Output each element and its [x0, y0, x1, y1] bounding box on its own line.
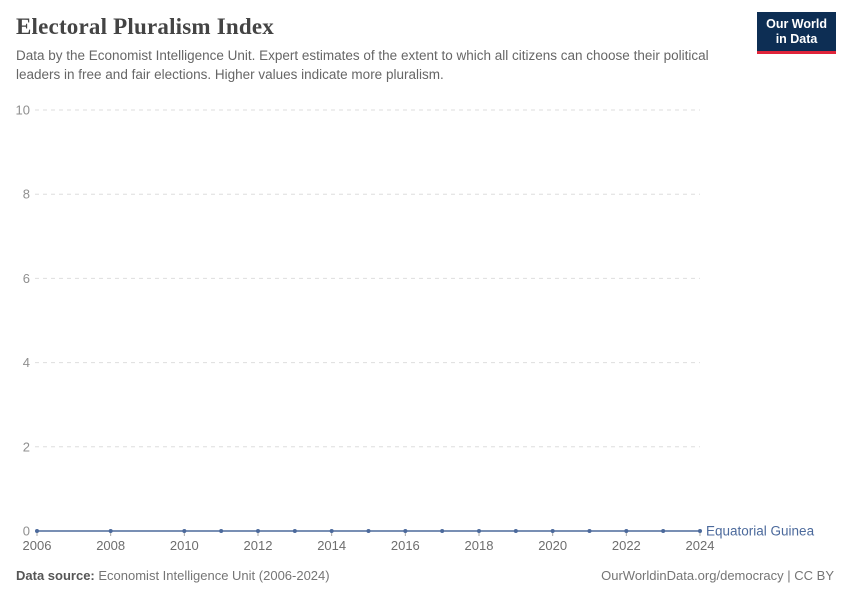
- data-source-label: Data source:: [16, 568, 95, 583]
- license-link[interactable]: OurWorldinData.org/democracy | CC BY: [601, 568, 834, 583]
- x-axis-tick-label: 2016: [391, 538, 420, 553]
- chart-title: Electoral Pluralism Index: [16, 14, 274, 39]
- data-point-marker[interactable]: [182, 529, 187, 533]
- data-point-marker[interactable]: [256, 529, 260, 533]
- data-point-marker[interactable]: [513, 529, 518, 533]
- entity-label[interactable]: Equatorial Guinea: [706, 524, 815, 539]
- data-source-value: Economist Intelligence Unit (2006-2024): [94, 568, 330, 583]
- line-chart-canvas[interactable]: 0 2 4 6 8 10 2006 2008 2010 2012 2014 2016 2018 2020 2…: [0, 100, 850, 566]
- x-axis-tick-label: 2024: [686, 538, 715, 553]
- chart-subtitle: Data by the Economist Intelligence Unit.…: [16, 48, 709, 82]
- y-axis-tick-label: 8: [23, 187, 30, 202]
- x-axis-tick-label: 2018: [465, 538, 494, 553]
- data-point-marker[interactable]: [440, 529, 445, 533]
- y-axis-tick-label: 2: [23, 439, 30, 454]
- x-axis-tick-label: 2020: [538, 538, 567, 553]
- y-axis-tick-label: 10: [16, 103, 30, 118]
- data-point-marker[interactable]: [219, 529, 224, 533]
- data-point-marker[interactable]: [35, 529, 39, 533]
- owid-logo-line2: in Data: [775, 32, 818, 46]
- data-point-marker[interactable]: [624, 529, 629, 533]
- x-axis-tick-label: 2010: [170, 538, 199, 553]
- x-axis-tick-label: 2022: [612, 538, 641, 553]
- data-point-marker[interactable]: [477, 529, 481, 533]
- data-point-marker[interactable]: [550, 529, 555, 533]
- y-axis-tick-label: 6: [23, 271, 30, 286]
- data-point-marker[interactable]: [403, 529, 408, 533]
- x-axis-tick-label: 2014: [317, 538, 346, 553]
- chart-header: Electoral Pluralism Index Data by the Ec…: [16, 14, 756, 84]
- data-point-marker[interactable]: [108, 529, 113, 533]
- x-axis-tick-label: 2008: [96, 538, 125, 553]
- data-point-marker[interactable]: [698, 529, 702, 533]
- data-point-marker[interactable]: [329, 529, 334, 533]
- x-axis-tick-label: 2012: [244, 538, 273, 553]
- data-source: Data source: Economist Intelligence Unit…: [16, 568, 330, 583]
- chart-footer: Data source: Economist Intelligence Unit…: [16, 568, 834, 583]
- data-point-marker[interactable]: [292, 529, 297, 533]
- y-axis-tick-label: 0: [23, 524, 30, 539]
- data-point-marker[interactable]: [587, 529, 592, 533]
- owid-logo-line1: Our World: [766, 17, 827, 31]
- x-axis-tick-label: 2006: [23, 538, 52, 553]
- y-axis-tick-label: 4: [23, 355, 30, 370]
- data-point-marker[interactable]: [366, 529, 371, 533]
- data-point-marker[interactable]: [661, 529, 666, 533]
- owid-logo[interactable]: Our World in Data: [757, 12, 836, 54]
